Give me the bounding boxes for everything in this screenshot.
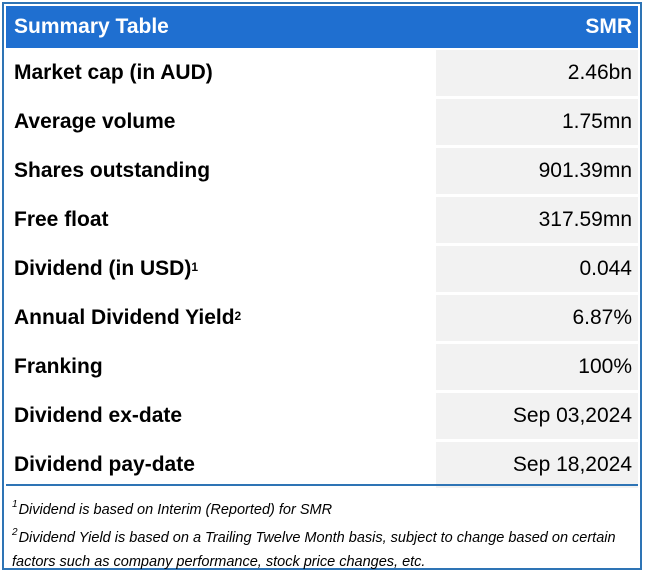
row-value: 2.46bn bbox=[436, 50, 638, 96]
table-row: Market cap (in AUD) 2.46bn bbox=[6, 50, 638, 96]
row-value: Sep 18,2024 bbox=[436, 442, 638, 488]
table-row: Average volume 1.75mn bbox=[6, 99, 638, 145]
row-value: 0.044 bbox=[436, 246, 638, 292]
row-label: Market cap (in AUD) bbox=[6, 50, 434, 96]
row-value: Sep 03,2024 bbox=[436, 393, 638, 439]
footnote: 1Dividend is based on Interim (Reported)… bbox=[12, 499, 333, 518]
row-value: 1.75mn bbox=[436, 99, 638, 145]
table-row: Dividend pay-date Sep 18,2024 bbox=[6, 442, 638, 488]
row-value: 901.39mn bbox=[436, 148, 638, 194]
footnote-divider bbox=[6, 484, 638, 486]
row-label: Free float bbox=[6, 197, 434, 243]
row-label: Dividend (in USD) 1 bbox=[6, 246, 434, 292]
footnotes: 1Dividend is based on Interim (Reported)… bbox=[12, 494, 636, 574]
row-value: 100% bbox=[436, 344, 638, 390]
ticker-label: SMR bbox=[585, 15, 632, 38]
row-label: Shares outstanding bbox=[6, 148, 434, 194]
footnote-marker: 1 bbox=[191, 259, 199, 274]
footnote-marker: 2 bbox=[12, 526, 18, 538]
table-row: Annual Dividend Yield 2 6.87% bbox=[6, 295, 638, 341]
row-value: 317.59mn bbox=[436, 197, 638, 243]
table-row: Dividend ex-date Sep 03,2024 bbox=[6, 393, 638, 439]
table-row: Shares outstanding 901.39mn bbox=[6, 148, 638, 194]
table-row: Franking 100% bbox=[6, 344, 638, 390]
table-title: Summary Table bbox=[14, 15, 169, 38]
row-label: Franking bbox=[6, 344, 434, 390]
table-row: Dividend (in USD) 1 0.044 bbox=[6, 246, 638, 292]
row-label: Average volume bbox=[6, 99, 434, 145]
row-value: 6.87% bbox=[436, 295, 638, 341]
row-label: Dividend pay-date bbox=[6, 442, 434, 488]
footnote: 2Dividend Yield is based on a Trailing T… bbox=[12, 526, 616, 570]
footnote-marker: 2 bbox=[234, 308, 242, 323]
row-label: Dividend ex-date bbox=[6, 393, 434, 439]
footnote-marker: 1 bbox=[12, 499, 18, 510]
table-row: Free float 317.59mn bbox=[6, 197, 638, 243]
table-header: Summary Table SMR bbox=[6, 6, 638, 48]
summary-rows: Market cap (in AUD) 2.46bn Average volum… bbox=[6, 50, 638, 491]
row-label: Annual Dividend Yield 2 bbox=[6, 295, 434, 341]
